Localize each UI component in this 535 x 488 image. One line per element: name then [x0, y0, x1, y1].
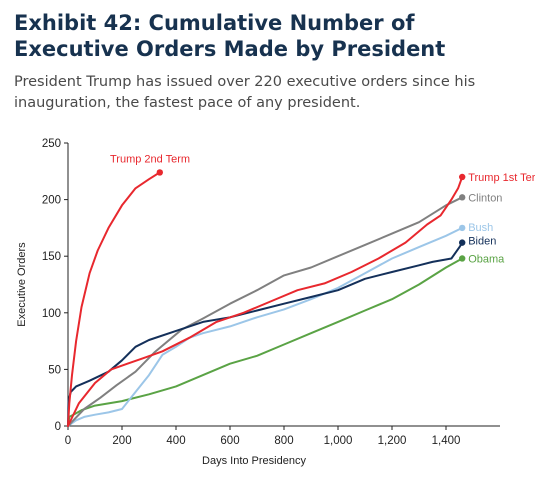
x-tick-label: 600: [220, 435, 239, 447]
x-tick-label: 200: [112, 435, 131, 447]
series-line-bush: [67, 226, 464, 427]
exhibit-title: Exhibit 42: Cumulative Number of Executi…: [14, 11, 446, 61]
x-axis-title: Days Into Presidency: [202, 455, 306, 467]
series-line-trump-2nd-term: [67, 171, 161, 427]
x-tick-label: 400: [166, 435, 185, 447]
chart-series-labels: Obama Bush Clinton Biden Trump 1st Term Trump…: [110, 153, 535, 265]
y-tick-label: 200: [42, 195, 61, 207]
y-tick-label: 50: [48, 364, 61, 376]
x-tick-label: 1,000: [324, 435, 353, 447]
series-label-clinton: Clinton: [468, 192, 502, 204]
series-endpoint-biden: [459, 239, 466, 246]
series-endpoint-trump-1st-term: [459, 173, 466, 181]
series-label-trump-1st-term: Trump 1st Term: [468, 172, 535, 184]
y-tick-label: 0: [55, 421, 61, 433]
series-endpoint-trump-2nd-term: [156, 169, 163, 176]
series-line-obama: [67, 257, 464, 427]
y-axis-title: Executive Orders: [16, 242, 28, 327]
y-tick-label: 150: [42, 251, 61, 263]
x-tick-label: 1,400: [432, 435, 461, 447]
chart-axes: 0 50 100 150 200 250 0 200 400 600 800 1,000 1,200 1,…: [16, 138, 500, 467]
exhibit-subtitle: President Trump has issued over 220 exec…: [14, 74, 476, 111]
series-label-trump-2nd-term: Trump 2nd Term: [110, 153, 190, 165]
series-line-clinton: [67, 196, 464, 427]
x-tick-label: 1,200: [378, 435, 407, 447]
series-label-obama: Obama: [468, 253, 505, 265]
y-tick-label: 250: [42, 138, 61, 150]
x-tick-label: 800: [274, 435, 293, 447]
x-tick-label: 0: [65, 435, 71, 447]
series-line-trump-1st-term: [67, 176, 464, 427]
series-endpoint-bush: [459, 224, 466, 232]
series-endpoint-obama: [459, 255, 466, 262]
y-tick-label: 100: [42, 308, 61, 320]
series-label-bush: Bush: [468, 222, 493, 234]
series-endpoint-clinton: [459, 194, 466, 201]
series-line-biden: [67, 241, 464, 427]
series-label-biden: Biden: [468, 236, 496, 248]
chart-series-lines: [67, 169, 466, 427]
